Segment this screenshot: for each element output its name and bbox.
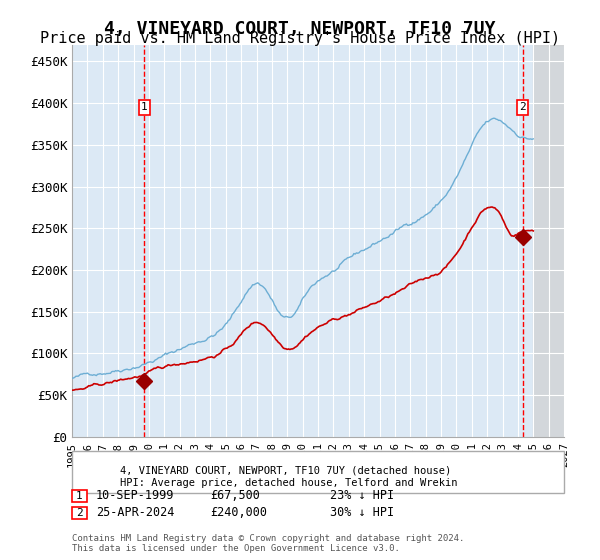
Text: 10-SEP-1999: 10-SEP-1999 [96, 489, 175, 502]
Text: HPI: Average price, detached house, Telford and Wrekin: HPI: Average price, detached house, Telf… [120, 478, 458, 488]
Text: 4, VINEYARD COURT, NEWPORT, TF10 7UY: 4, VINEYARD COURT, NEWPORT, TF10 7UY [104, 20, 496, 38]
Text: £67,500: £67,500 [210, 489, 260, 502]
Text: Contains HM Land Registry data © Crown copyright and database right 2024.
This d: Contains HM Land Registry data © Crown c… [72, 534, 464, 553]
Bar [533, 45, 564, 437]
Text: 25-APR-2024: 25-APR-2024 [96, 506, 175, 519]
Text: £240,000: £240,000 [210, 506, 267, 519]
Text: 30% ↓ HPI: 30% ↓ HPI [330, 506, 394, 519]
Text: Price paid vs. HM Land Registry's House Price Index (HPI): Price paid vs. HM Land Registry's House … [40, 31, 560, 46]
Text: 2: 2 [76, 508, 83, 518]
Text: 1: 1 [76, 491, 83, 501]
Text: 4, VINEYARD COURT, NEWPORT, TF10 7UY (detached house): 4, VINEYARD COURT, NEWPORT, TF10 7UY (de… [120, 465, 451, 475]
Text: 1: 1 [141, 102, 148, 113]
Text: 2: 2 [520, 102, 526, 113]
Text: 23% ↓ HPI: 23% ↓ HPI [330, 489, 394, 502]
